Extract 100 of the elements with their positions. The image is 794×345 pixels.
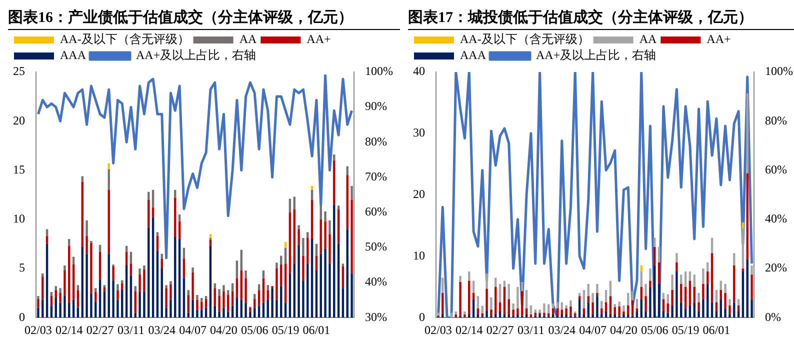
bar [280,264,282,286]
bar [622,314,625,318]
bar [556,308,559,316]
bar [218,312,220,318]
bar [165,285,168,288]
bar [315,270,318,318]
bar [64,270,66,296]
bar [671,305,674,318]
bar [293,264,296,318]
bar [72,300,75,318]
bar [227,290,230,296]
bar [538,310,541,313]
y2-tick-label: 100% [765,64,794,78]
bar [676,272,678,318]
bar [134,291,136,313]
bar [288,273,292,318]
bar [156,236,159,251]
bar [244,270,247,278]
y2-tick-label: 70% [365,169,388,184]
bar [42,276,44,300]
bar [622,305,625,312]
bar [54,290,57,298]
bar [693,274,696,287]
y2-tick-label: 90% [365,99,388,114]
bar [152,217,154,318]
bar [156,232,159,236]
bar [644,296,647,312]
bar [196,300,198,310]
bar [90,294,92,318]
bar [231,291,234,306]
bar [37,296,40,299]
bar [516,286,519,308]
bar [112,266,114,280]
bar [222,285,225,292]
bar [54,298,57,318]
bar [165,308,168,318]
bar [165,288,168,308]
bar [693,286,696,302]
bar [728,305,731,315]
bar [200,298,203,302]
legend-label: AA+及以上占比，右轴 [136,48,256,62]
bar [81,246,84,318]
bar [64,296,66,318]
bar [196,295,198,300]
bar [284,264,287,303]
bar [298,229,300,245]
bar [649,286,652,318]
bar [644,284,647,296]
bar [649,268,652,281]
bar [684,286,687,308]
bar [178,239,181,318]
bar [746,259,748,318]
y2-tick-label: 80% [365,134,388,148]
bar [442,293,444,315]
bar [534,312,536,316]
bar [746,93,748,174]
bar [337,244,340,318]
bar [249,308,252,312]
bar [125,246,128,252]
bar [192,300,194,318]
bar [337,206,340,210]
bar [468,280,470,315]
bar [276,300,278,318]
bar [733,265,736,302]
bar [50,296,53,306]
bar [240,270,242,300]
legend-label: AA-及以下（含无评级） [460,32,590,46]
bar [249,312,252,318]
bar [178,221,181,240]
bar [596,293,598,296]
legend-label: AAA [60,48,86,62]
bar [182,278,186,318]
bar [627,293,630,306]
y-tick-label: 20 [413,186,425,201]
bar [315,256,318,270]
bar [112,280,114,318]
y-tick-label: 40 [413,64,425,78]
bar [702,268,704,284]
bar [464,314,466,318]
bar [182,258,186,278]
bar [209,240,212,246]
bar [236,278,238,298]
x-tick-label: 05/19 [272,322,300,337]
bar [204,298,208,308]
bar [476,296,480,308]
bar [174,198,176,238]
bar [631,300,634,316]
bar [324,212,326,222]
bar [649,280,652,287]
y-tick-label: 10 [13,212,25,226]
bar [196,310,198,318]
bar [152,190,154,208]
bar [72,256,75,265]
bar [130,275,132,318]
bar [90,242,92,294]
bar [494,286,497,315]
bar [258,290,260,306]
bar [654,246,656,266]
bar [728,299,731,306]
bar [636,299,638,308]
